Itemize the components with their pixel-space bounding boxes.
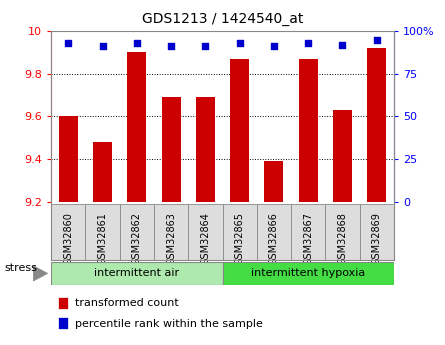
- Bar: [257, 204, 291, 260]
- Point: [236, 40, 243, 46]
- Bar: [51, 262, 223, 285]
- Text: GSM32862: GSM32862: [132, 212, 142, 265]
- Text: transformed count: transformed count: [75, 298, 179, 308]
- Bar: [154, 204, 188, 260]
- Bar: [51, 204, 85, 260]
- Text: GSM32860: GSM32860: [63, 212, 73, 265]
- Text: intermittent air: intermittent air: [94, 268, 179, 278]
- Point: [65, 40, 72, 46]
- Bar: [333, 110, 352, 202]
- Polygon shape: [33, 266, 48, 281]
- Bar: [162, 97, 181, 202]
- Bar: [196, 97, 215, 202]
- Text: GSM32869: GSM32869: [372, 212, 382, 265]
- Point: [271, 44, 278, 49]
- Text: GSM32865: GSM32865: [235, 212, 245, 265]
- Text: GSM32868: GSM32868: [337, 212, 348, 265]
- Text: GSM32861: GSM32861: [97, 212, 108, 265]
- Bar: [291, 204, 325, 260]
- Text: GSM32863: GSM32863: [166, 212, 176, 265]
- Point: [305, 40, 312, 46]
- Text: GSM32864: GSM32864: [200, 212, 210, 265]
- Bar: [120, 204, 154, 260]
- Point: [339, 42, 346, 48]
- Bar: [230, 59, 249, 202]
- Bar: [85, 204, 120, 260]
- Text: GSM32867: GSM32867: [303, 212, 313, 265]
- Point: [168, 44, 175, 49]
- Point: [202, 44, 209, 49]
- Text: intermittent hypoxia: intermittent hypoxia: [251, 268, 365, 278]
- Bar: [222, 204, 257, 260]
- Bar: [127, 52, 146, 202]
- Bar: [360, 204, 394, 260]
- Title: GDS1213 / 1424540_at: GDS1213 / 1424540_at: [142, 12, 303, 26]
- Point: [134, 40, 141, 46]
- Bar: [93, 142, 112, 202]
- Bar: [58, 297, 69, 309]
- Bar: [59, 117, 78, 202]
- Point: [99, 44, 106, 49]
- Text: GSM32866: GSM32866: [269, 212, 279, 265]
- Bar: [325, 204, 360, 260]
- Bar: [299, 59, 318, 202]
- Bar: [188, 204, 222, 260]
- Point: [373, 37, 380, 42]
- Bar: [367, 48, 386, 202]
- Text: percentile rank within the sample: percentile rank within the sample: [75, 319, 263, 328]
- Text: stress: stress: [4, 263, 37, 273]
- Bar: [264, 161, 283, 202]
- Bar: [222, 262, 394, 285]
- Bar: [58, 317, 69, 329]
